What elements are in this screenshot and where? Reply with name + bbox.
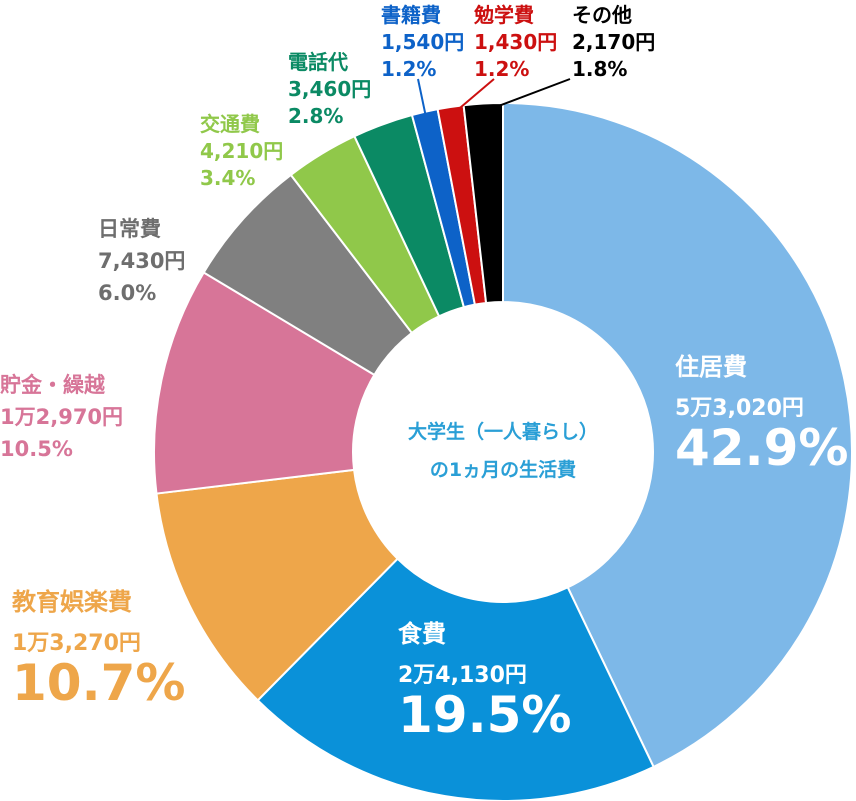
slice-percent-3: 10.5%	[0, 437, 73, 461]
slice-0	[502, 101, 853, 769]
leader-lines	[417, 78, 571, 120]
leader-line-7	[417, 78, 428, 120]
slice-amount-0: 5万3,020円	[675, 396, 804, 421]
center-text-line-2: の1ヵ月の生活費	[430, 458, 576, 481]
slice-percent-8: 1.2%	[474, 57, 529, 81]
slice-percent-7: 1.2%	[381, 57, 436, 81]
slice-label-8: 勉学費	[473, 3, 534, 27]
slice-label-1: 食費	[398, 620, 446, 648]
slice-amount-7: 1,540円	[381, 30, 464, 54]
slice-label-3: 貯金・繰越	[0, 373, 106, 397]
leader-line-8	[451, 78, 495, 116]
slice-amount-6: 3,460円	[288, 77, 371, 101]
center-label: 大学生（一人暮らし） の1ヵ月の生活費	[408, 420, 598, 481]
slice-label-5: 交通費 4,210円 3.4%	[200, 112, 283, 190]
slice-label-9: その他	[572, 3, 632, 27]
slice-label-6: 電話代 3,460円 2.8%	[288, 50, 371, 128]
slice-percent-9: 1.8%	[572, 57, 627, 81]
slice-percent-1: 19.5%	[398, 686, 571, 744]
slice-9	[462, 101, 504, 305]
center-text-line-1: 大学生（一人暮らし）	[408, 420, 598, 443]
slice-amount-3: 1万2,970円	[0, 405, 123, 429]
slice-label-8: 勉学費 1,430円 1.2%	[473, 3, 557, 81]
slice-label-4: 日常費 7,430円 6.0%	[98, 217, 185, 305]
slice-amount-1: 2万4,130円	[398, 663, 527, 688]
slice-amount-2: 1万3,270円	[12, 631, 141, 656]
chart-slices	[153, 101, 853, 801]
slice-label-7: 書籍費 1,540円 1.2%	[381, 3, 464, 81]
slice-label-2: 教育娯楽費	[12, 588, 132, 616]
slice-label-3: 貯金・繰越 1万2,970円 10.5%	[0, 373, 123, 461]
slice-amount-4: 7,430円	[98, 249, 185, 273]
slice-label-5: 交通費	[200, 112, 260, 136]
slice-amount-9: 2,170円	[572, 30, 655, 54]
leader-line-9	[483, 78, 571, 113]
slice-percent-6: 2.8%	[288, 104, 343, 128]
slice-percent-5: 3.4%	[200, 166, 255, 190]
slice-percent-4: 6.0%	[98, 281, 156, 305]
slice-1	[256, 557, 655, 801]
slice-percent-0: 42.9%	[675, 419, 848, 477]
slice-2	[155, 468, 400, 702]
slice-label-6: 電話代	[288, 50, 348, 74]
slice-percent-2: 10.7%	[12, 654, 185, 712]
slice-label-0: 住居費	[675, 353, 747, 381]
slice-label-7: 書籍費	[381, 3, 441, 27]
slice-label-9: その他 2,170円 1.8%	[572, 3, 655, 81]
slice-label-4: 日常費	[98, 217, 161, 241]
slice-amount-8: 1,430円	[474, 30, 557, 54]
slice-3	[153, 271, 376, 495]
slice-amount-5: 4,210円	[200, 139, 283, 163]
